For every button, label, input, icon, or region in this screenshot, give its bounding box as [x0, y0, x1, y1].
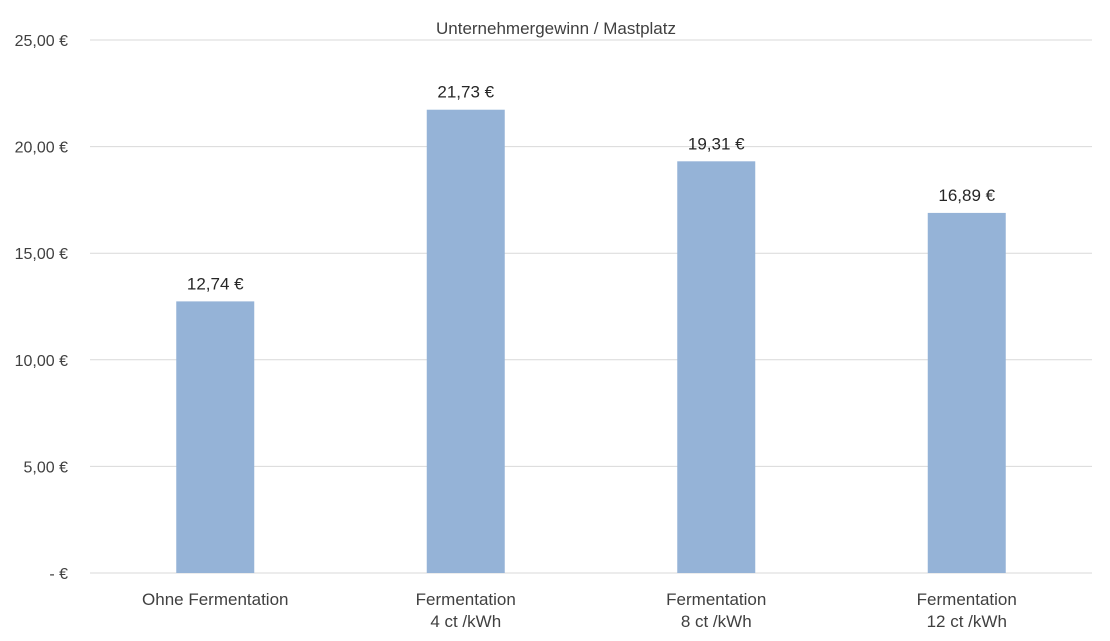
bars [176, 109, 1006, 574]
data-label: 12,74 € [187, 274, 244, 293]
y-tick-label: 15,00 € [15, 246, 68, 263]
y-tick-label: 25,00 € [15, 33, 68, 50]
bar [426, 109, 505, 573]
data-labels: 12,74 € 21,73 € 19,31 € 16,89 € [187, 83, 996, 294]
category-label: Fermentation 8 ct /kWh [666, 590, 766, 631]
data-label: 21,73 € [437, 83, 494, 102]
chart-title: Unternehmergewinn / Mastplatz [436, 19, 676, 38]
x-axis-category-labels: Ohne Fermentation Fermentation 4 ct /kWh Fe… [142, 590, 1017, 631]
y-tick-label: 5,00 € [24, 459, 69, 476]
gridlines [90, 39, 1092, 574]
y-axis-tick-labels: - € 5,00 € 10,00 € 15,00 € 20,00 € 25,00 € [15, 33, 68, 583]
category-label: Fermentation 4 ct /kWh [416, 590, 516, 631]
bar [677, 161, 756, 574]
data-label: 16,89 € [938, 186, 995, 205]
category-label: Fermentation 12 ct /kWh [917, 590, 1017, 631]
bar [927, 212, 1006, 573]
y-tick-label: 20,00 € [15, 140, 68, 157]
y-tick-label: 10,00 € [15, 353, 68, 370]
y-tick-label: - € [49, 566, 68, 583]
category-label: Ohne Fermentation [142, 590, 288, 609]
data-label: 19,31 € [688, 134, 745, 153]
bar [176, 301, 255, 573]
